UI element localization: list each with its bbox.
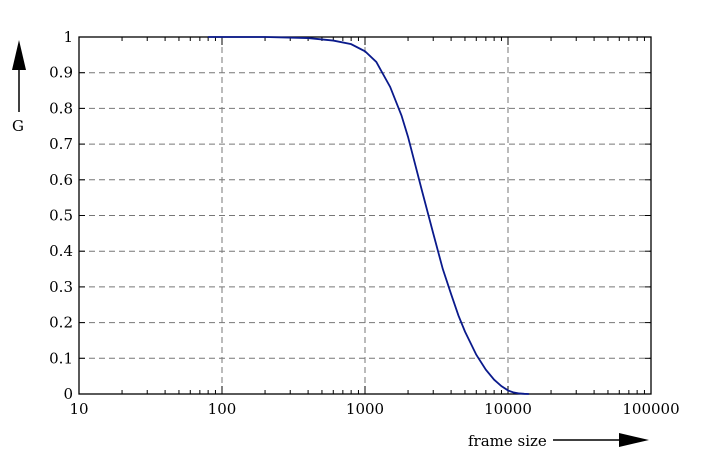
y-tick-label: 0.8 (49, 99, 73, 117)
grid-lines (79, 37, 651, 394)
y-tick-label: 0.4 (49, 242, 73, 260)
series-line (208, 36, 529, 395)
axis-ticks (78, 36, 652, 395)
x-tick-label: 100000 (622, 400, 679, 418)
y-tick-label: 0.1 (49, 349, 73, 367)
x-tick-label: 1000 (346, 400, 384, 418)
x-axis-label: frame size (468, 432, 547, 450)
y-tick-label: 0 (63, 385, 73, 403)
y-tick-label: 0.7 (49, 135, 73, 153)
y-tick-label: 0.3 (49, 278, 73, 296)
y-tick-label: 0.5 (49, 207, 73, 225)
x-axis-arrow (553, 433, 649, 447)
x-tick-label: 10 (69, 400, 88, 418)
y-tick-label: 0.2 (49, 314, 73, 332)
y-tick-label: 1 (63, 28, 73, 46)
y-tick-label: 0.9 (49, 64, 73, 82)
x-tick-label: 10000 (484, 400, 532, 418)
x-tick-labels: 10 100 1000 10000 100000 (69, 400, 679, 418)
y-axis-arrow (12, 40, 26, 112)
y-tick-labels: 0 0.1 0.2 0.3 0.4 0.5 0.6 0.7 0.8 0.9 1 (49, 28, 73, 403)
x-tick-label: 100 (208, 400, 237, 418)
y-tick-label: 0.6 (49, 171, 73, 189)
y-axis-label: G (12, 117, 24, 135)
